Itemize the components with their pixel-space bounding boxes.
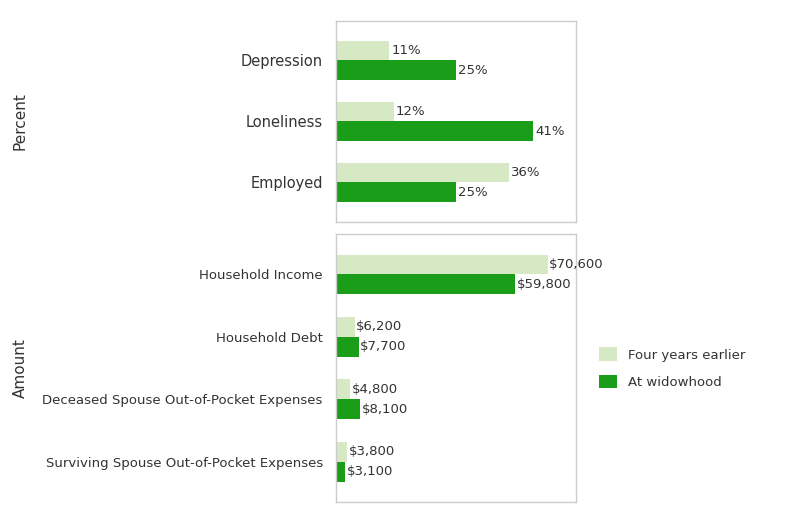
Text: 36%: 36%: [511, 166, 541, 179]
Text: Amount: Amount: [13, 338, 27, 398]
Text: $59,800: $59,800: [517, 278, 571, 291]
Bar: [336, 121, 533, 141]
Text: $3,100: $3,100: [346, 465, 393, 478]
Text: 25%: 25%: [458, 186, 488, 199]
Bar: [336, 337, 359, 357]
Bar: [336, 182, 456, 202]
Text: 12%: 12%: [396, 105, 426, 118]
Text: $7,700: $7,700: [360, 340, 406, 353]
Bar: [336, 254, 548, 275]
Bar: [336, 61, 456, 80]
Text: $6,200: $6,200: [356, 321, 402, 334]
Bar: [336, 399, 360, 420]
Text: $4,800: $4,800: [352, 383, 398, 396]
Bar: [336, 379, 350, 399]
Bar: [336, 275, 515, 294]
Text: 41%: 41%: [535, 125, 565, 138]
Legend: Four years earlier, At widowhood: Four years earlier, At widowhood: [592, 341, 752, 396]
Bar: [336, 442, 347, 462]
Text: $8,100: $8,100: [362, 403, 408, 416]
Text: 11%: 11%: [391, 44, 421, 57]
Bar: [336, 41, 389, 61]
Bar: [336, 163, 509, 182]
Text: $70,600: $70,600: [549, 258, 604, 271]
Text: Percent: Percent: [13, 93, 27, 150]
Bar: [336, 102, 394, 121]
Bar: [336, 462, 346, 482]
Text: 25%: 25%: [458, 64, 488, 77]
Text: $3,800: $3,800: [349, 445, 395, 458]
Bar: [336, 317, 354, 337]
